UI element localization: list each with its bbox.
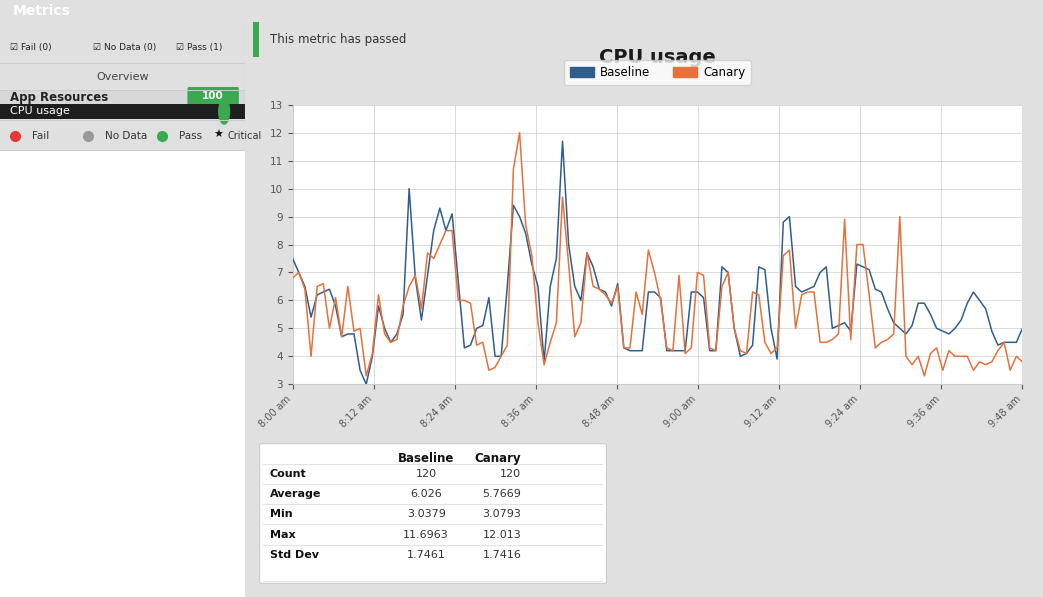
Legend: Baseline, Canary: Baseline, Canary [564,60,751,85]
Text: Average: Average [270,489,321,499]
Text: Min: Min [270,509,292,519]
Text: Critical: Critical [227,131,262,141]
Bar [0,104,245,119]
Text: Baseline: Baseline [398,452,455,465]
Text: This metric has passed: This metric has passed [270,33,407,46]
Circle shape [219,99,229,124]
Text: Count: Count [270,469,307,479]
FancyBboxPatch shape [260,444,606,583]
Text: App Resources: App Resources [9,91,108,103]
Text: 12.013: 12.013 [483,530,522,540]
Text: 1.7416: 1.7416 [483,550,522,560]
Text: 120: 120 [501,469,522,479]
Bar [253,22,260,57]
Text: ☑ Pass (1): ☑ Pass (1) [176,44,223,53]
Text: 5.7669: 5.7669 [483,489,522,499]
Text: Metrics: Metrics [13,4,70,18]
Text: Fail: Fail [32,131,49,141]
Text: 11.6963: 11.6963 [404,530,450,540]
Text: No Data: No Data [105,131,148,141]
Text: Pass: Pass [178,131,202,141]
Text: Max: Max [270,530,295,540]
Text: Overview: Overview [96,72,149,82]
Text: 3.0793: 3.0793 [483,509,522,519]
Text: 6.026: 6.026 [410,489,442,499]
Text: 120: 120 [416,469,437,479]
Text: CPU usage: CPU usage [9,106,70,116]
Bar [0,150,245,597]
Text: Canary: Canary [475,452,522,465]
Text: ☑ Fail (0): ☑ Fail (0) [9,44,51,53]
Text: ★: ★ [213,130,223,140]
Text: 3.0379: 3.0379 [407,509,445,519]
Text: Std Dev: Std Dev [270,550,319,560]
Title: CPU usage: CPU usage [599,48,715,67]
Text: 100: 100 [202,91,224,101]
Text: 1.7461: 1.7461 [407,550,445,560]
Bar [0,90,245,104]
FancyBboxPatch shape [188,87,239,106]
Text: ☑ No Data (0): ☑ No Data (0) [93,44,156,53]
